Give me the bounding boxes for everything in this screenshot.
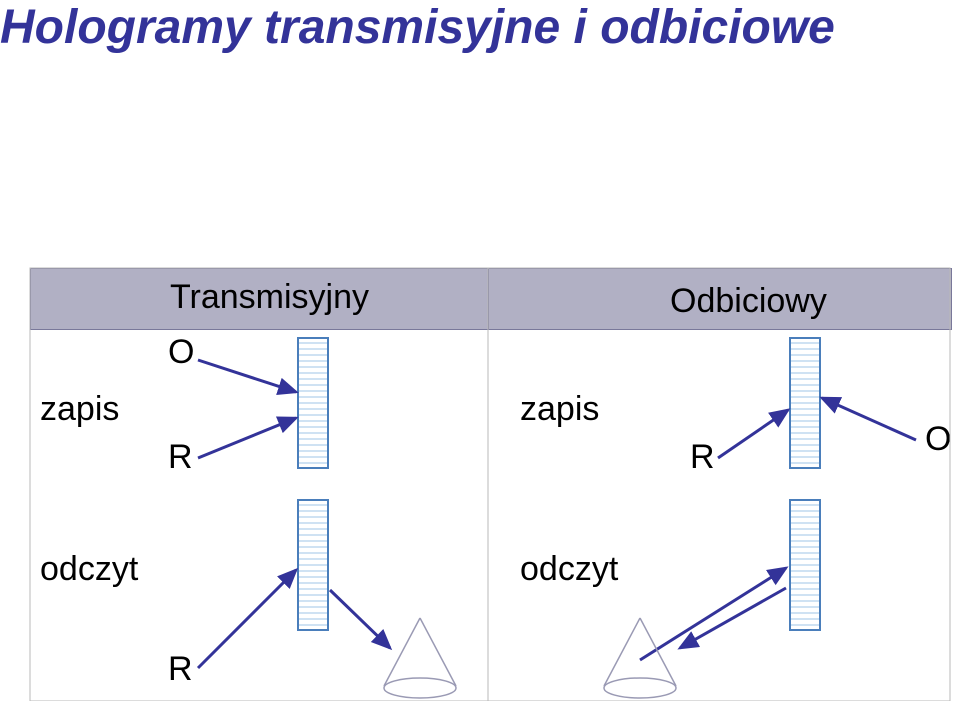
plates-group — [298, 338, 820, 630]
arrow-O-trans — [198, 360, 296, 392]
outer-box — [30, 268, 950, 701]
diagram-svg — [0, 0, 959, 701]
arrow-R-refl-zapis — [718, 410, 788, 458]
cone-refl — [604, 618, 676, 698]
arrow-R-trans-zapis — [198, 418, 296, 458]
diagram-stage: Hologramy transmisyjne i odbiciowe Trans… — [0, 0, 959, 701]
arrow-O-refl-zapis — [822, 398, 916, 440]
cones-group — [384, 618, 676, 698]
arrow-refl-out — [680, 588, 786, 648]
plate-trans-zapis — [298, 338, 328, 468]
plate-refl-odczyt — [790, 500, 820, 630]
plate-trans-odczyt — [298, 500, 328, 630]
plate-refl-zapis — [790, 338, 820, 468]
cone-trans — [384, 618, 456, 698]
arrow-R-refl-odczyt — [640, 568, 786, 660]
arrow-trans-out — [330, 590, 390, 648]
arrow-R-trans-odczyt — [198, 570, 296, 668]
